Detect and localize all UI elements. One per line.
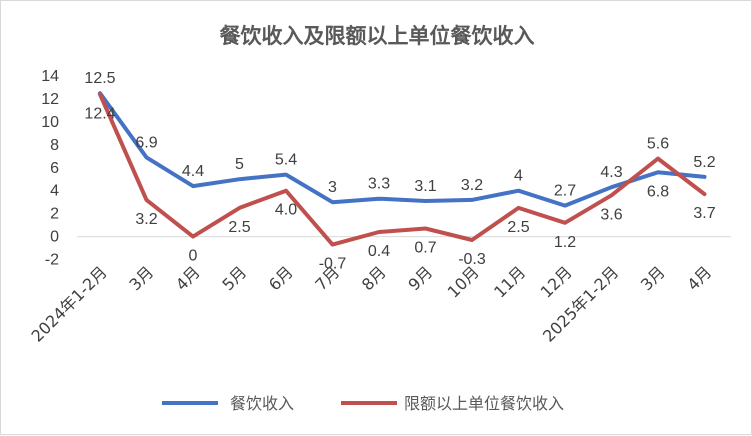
y-tick-label: 0: [50, 229, 59, 246]
x-tick-label: 5月: [218, 262, 250, 294]
series-line-above-limit-dining-revenue: [98, 92, 707, 247]
x-tick-label: 4月: [172, 262, 204, 294]
above-limit-data-label: 3.7: [693, 205, 715, 222]
dining-revenue-data-label: 3.2: [461, 177, 483, 194]
x-tick-label: 3月: [125, 262, 157, 294]
y-tick-label: 12: [41, 91, 59, 108]
above-limit-data-label: 12.4: [84, 105, 115, 122]
series-line-dining-revenue: [98, 91, 707, 208]
above-limit-data-label: 2.5: [228, 219, 250, 236]
dining-revenue-data-label: 2.7: [554, 183, 576, 200]
y-axis: -2 0 2 4 6 8 10 12 14: [41, 68, 731, 269]
above-limit-data-label: -0.3: [458, 251, 486, 268]
y-tick-label: 14: [41, 68, 59, 85]
dining-revenue-data-label: 3: [328, 179, 337, 196]
above-limit-data-label: 3.2: [135, 211, 157, 228]
dining-revenue-data-label: 4: [514, 168, 523, 185]
x-tick-label: 11月: [490, 262, 529, 301]
dining-revenue-data-label: 6.9: [135, 134, 157, 151]
x-tick-label: 12月: [537, 262, 576, 301]
data-labels: 12.5 6.9 4.4 5 5.4 3 3.3 3.1 3.2 4 2.7 4.3 5.6 5.2 12.…: [84, 70, 715, 272]
legend-label: 餐饮收入: [230, 394, 294, 413]
x-tick-label: 6月: [265, 262, 297, 294]
dining-revenue-data-label: 3.1: [414, 178, 436, 195]
dining-revenue-data-label: 5.6: [647, 136, 669, 153]
x-tick-label: 10月: [444, 262, 483, 301]
above-limit-data-label: 2.5: [507, 219, 529, 236]
dining-revenue-data-label: 4.3: [600, 164, 622, 181]
above-limit-data-label: 6.8: [647, 183, 669, 200]
y-tick-label: 8: [50, 137, 59, 154]
y-tick-label: -2: [45, 252, 59, 269]
dining-revenue-data-label: 3.3: [368, 176, 390, 193]
dining-revenue-data-label: 5.2: [693, 154, 715, 171]
dining-revenue-data-label: 12.5: [84, 70, 115, 87]
y-tick-label: 10: [41, 114, 59, 131]
above-limit-data-label: 1.2: [554, 234, 576, 251]
above-limit-data-label: 0.7: [414, 240, 436, 257]
above-limit-data-label: 3.6: [600, 206, 622, 223]
x-axis: 2024年1-2月 3月 4月 5月 6月 7月 8月 9月 10月 11月 12月2025年1-2…: [27, 262, 715, 345]
legend-label: 限额以上单位餐饮收入: [404, 394, 564, 413]
x-tick-label: 9月: [404, 262, 436, 294]
chart-title: 餐饮收入及限额以上单位餐饮收入: [220, 24, 535, 48]
legend: 餐饮收入 限额以上单位餐饮收入: [162, 394, 564, 413]
y-tick-label: 6: [50, 160, 59, 177]
y-tick-label: 4: [50, 183, 59, 200]
x-tick-label: 8月: [358, 262, 390, 294]
x-tick-label: 4月: [683, 262, 715, 294]
dining-revenue-data-label: 5.4: [275, 152, 297, 169]
x-tick-label: 3月: [637, 262, 669, 294]
dining-revenue-data-label: 4.4: [182, 163, 204, 180]
above-limit-data-label: 4.0: [275, 202, 297, 219]
above-limit-data-label: -0.7: [319, 256, 347, 273]
above-limit-data-label: 0.4: [368, 243, 390, 260]
y-tick-label: 2: [50, 206, 59, 223]
above-limit-data-label: 0: [189, 248, 198, 265]
series-lines: [98, 91, 707, 247]
dining-revenue-data-label: 5: [235, 156, 244, 173]
x-tick-label: 2024年1-2月: [27, 262, 110, 345]
